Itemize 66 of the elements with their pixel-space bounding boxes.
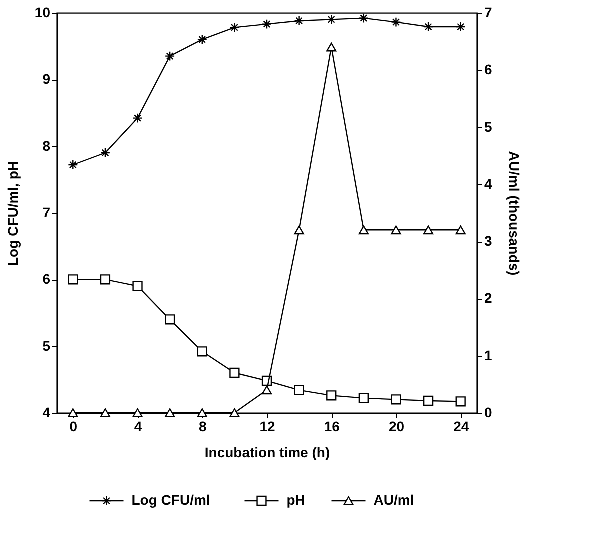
point bbox=[230, 408, 240, 418]
y-axis-title: Log CFU/ml, pH bbox=[4, 161, 21, 266]
point bbox=[197, 346, 208, 357]
point bbox=[68, 160, 78, 170]
point bbox=[456, 22, 466, 32]
point bbox=[294, 16, 304, 26]
y2-tick-label: 2 bbox=[484, 290, 492, 306]
point bbox=[100, 148, 111, 158]
y-tick-label: 6 bbox=[42, 271, 51, 288]
y2-tick-label: 6 bbox=[484, 62, 492, 78]
point bbox=[132, 113, 143, 124]
y-tick-label: 8 bbox=[42, 138, 51, 154]
point bbox=[132, 281, 143, 292]
point bbox=[294, 226, 304, 235]
point bbox=[262, 19, 272, 30]
point bbox=[326, 390, 337, 401]
point bbox=[294, 385, 304, 396]
x-tick-label: 12 bbox=[260, 418, 276, 434]
y-tick-label: 10 bbox=[34, 4, 51, 20]
point bbox=[456, 226, 466, 235]
x-tick-label: 20 bbox=[388, 418, 405, 434]
point bbox=[391, 394, 402, 405]
y2-tick-label: 3 bbox=[484, 233, 492, 250]
point bbox=[423, 226, 434, 235]
x-tick-label: 16 bbox=[324, 418, 340, 434]
y2-tick-label: 1 bbox=[484, 347, 492, 364]
point bbox=[165, 408, 176, 418]
point bbox=[68, 408, 78, 418]
point bbox=[423, 22, 434, 32]
point bbox=[423, 396, 434, 406]
point bbox=[326, 42, 337, 52]
point bbox=[391, 17, 402, 28]
y-tick-label: 7 bbox=[42, 204, 51, 220]
legend-label: Log CFU/ml bbox=[132, 492, 210, 508]
point bbox=[262, 386, 272, 395]
point bbox=[100, 408, 111, 418]
point bbox=[100, 274, 111, 285]
y-tick-label: 4 bbox=[42, 404, 51, 420]
legend-label: pH bbox=[286, 492, 306, 508]
point bbox=[358, 226, 369, 235]
y-tick-label: 9 bbox=[42, 71, 51, 88]
point bbox=[456, 396, 466, 407]
y2-axis-title: AU/ml (thousands) bbox=[506, 151, 522, 276]
y2-tick-label: 4 bbox=[484, 176, 492, 192]
y2-tick-label: 0 bbox=[484, 404, 492, 420]
point bbox=[230, 368, 240, 378]
x-tick-label: 4 bbox=[134, 418, 142, 434]
point bbox=[358, 13, 369, 24]
x-axis-title: Incubation time (h) bbox=[204, 444, 330, 460]
legend-label: AU/ml bbox=[374, 492, 414, 508]
point bbox=[165, 51, 176, 62]
point bbox=[391, 226, 402, 235]
x-tick-label: 0 bbox=[70, 418, 78, 434]
point bbox=[197, 34, 208, 45]
point bbox=[197, 408, 208, 418]
point bbox=[132, 408, 143, 418]
y-tick-label: 5 bbox=[42, 338, 51, 354]
point bbox=[326, 14, 337, 25]
x-tick-label: 8 bbox=[198, 418, 207, 434]
point bbox=[165, 314, 176, 325]
point bbox=[358, 393, 369, 404]
y2-tick-label: 7 bbox=[484, 4, 492, 20]
y2-tick-label: 5 bbox=[484, 118, 492, 135]
point bbox=[68, 274, 78, 285]
point bbox=[230, 22, 240, 33]
x-tick-label: 24 bbox=[454, 418, 470, 434]
